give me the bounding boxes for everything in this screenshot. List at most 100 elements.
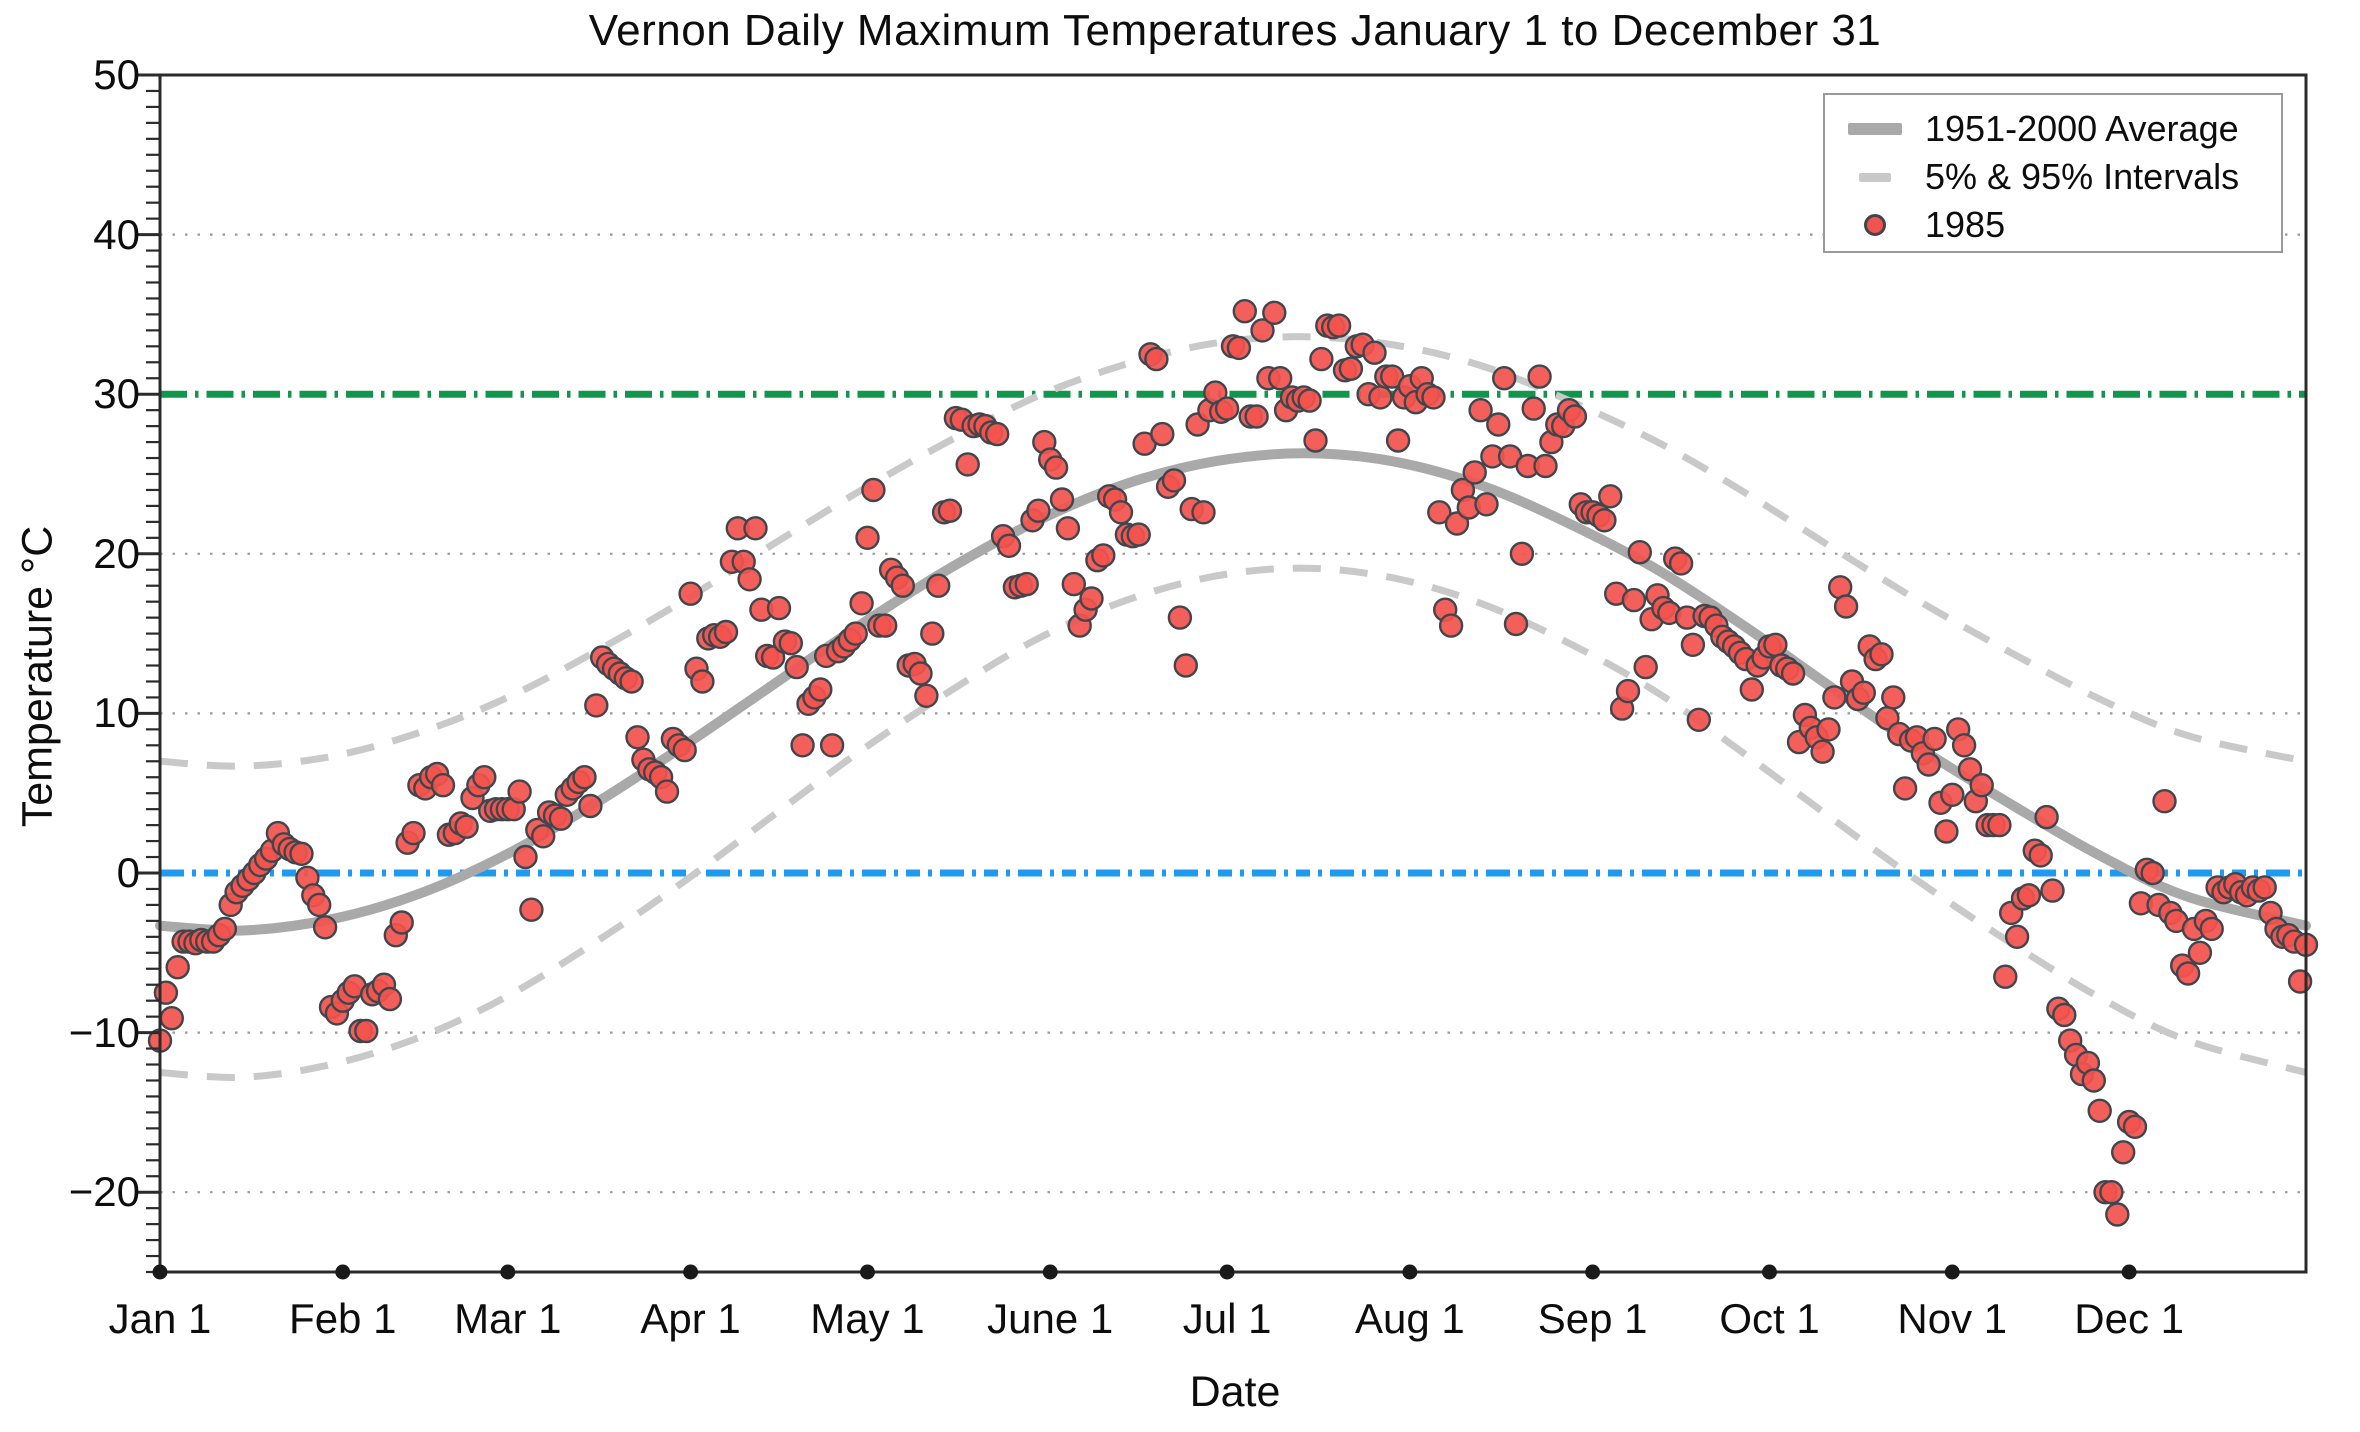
data-point-1985 xyxy=(289,841,314,866)
data-point-1985 xyxy=(2199,916,2224,942)
x-tick-label-Sep-1: Sep 1 xyxy=(1537,1295,1648,1342)
y-tick-label-30: 30 xyxy=(93,370,140,418)
data-point-1985 xyxy=(1668,551,1694,576)
data-point-1985 xyxy=(1297,388,1322,413)
legend-label-1985: 1985 xyxy=(1925,204,2006,245)
data-point-1985 xyxy=(1993,964,2018,989)
legend-box: 1951-2000 Average 5% & 95% Intervals 198… xyxy=(1823,93,2283,253)
data-point-1985 xyxy=(1474,492,1499,517)
data-point-1985 xyxy=(1533,453,1558,479)
data-point-1985 xyxy=(212,916,238,942)
plot-frame xyxy=(158,73,2308,1274)
data-point-1985 xyxy=(790,733,815,758)
data-point-1985 xyxy=(1244,404,1269,429)
x-tick-label-Jan-1: Jan 1 xyxy=(108,1295,212,1342)
x-tick-label-June-1: June 1 xyxy=(987,1295,1114,1342)
data-point-1985 xyxy=(1592,508,1617,533)
chart-title: Vernon Daily Maximum Temperatures Januar… xyxy=(588,6,1882,55)
data-point-1985 xyxy=(1686,707,1712,732)
data-point-1985 xyxy=(1126,522,1151,547)
data-point-1985 xyxy=(1969,773,1994,798)
average-curve xyxy=(155,448,2311,936)
month-dot-Feb-1 xyxy=(335,1264,351,1280)
legend-item-intervals: 5% & 95% Intervals xyxy=(1825,152,2281,202)
data-point-1985 xyxy=(2175,961,2201,986)
data-point-1985 xyxy=(1486,412,1511,437)
data-point-1985 xyxy=(985,421,1010,447)
data-point-1985 xyxy=(2081,1068,2107,1093)
data-point-1985 xyxy=(2016,883,2042,908)
data-point-1985 xyxy=(1940,782,1965,807)
data-point-1985 xyxy=(1167,605,1193,630)
data-point-1985 xyxy=(2152,789,2177,814)
data-point-1985 xyxy=(1562,404,1588,429)
data-point-1985 xyxy=(159,1006,185,1031)
legend-label-average: 1951-2000 Average xyxy=(1925,108,2239,149)
data-point-1985 xyxy=(1916,752,1941,777)
data-point-1985 xyxy=(531,824,556,849)
data-point-1985 xyxy=(873,613,898,638)
data-point-1985 xyxy=(1810,739,1835,764)
data-point-1985 xyxy=(766,595,792,621)
x-tick-label-Dec-1: Dec 1 xyxy=(2074,1295,2184,1342)
data-point-1985 xyxy=(737,567,762,592)
data-point-1985 xyxy=(1521,396,1546,421)
data-point-1985 xyxy=(678,581,703,606)
legend-item-1985: 1985 xyxy=(1825,200,2281,250)
data-point-1985 xyxy=(1763,632,1788,657)
data-point-1985 xyxy=(2004,924,2030,949)
data-point-1985 xyxy=(1079,586,1104,611)
upper-interval-curve xyxy=(159,333,2307,770)
data-point-1985 xyxy=(1680,632,1706,657)
data-point-1985 xyxy=(1922,726,1947,752)
month-dot-Aug-1 xyxy=(1402,1264,1418,1280)
data-point-1985 xyxy=(1144,346,1169,372)
y-tick-label--20: −20 xyxy=(68,1168,140,1216)
data-point-1985 xyxy=(1368,385,1393,410)
data-point-1985 xyxy=(2087,1098,2112,1124)
data-point-1985 xyxy=(507,779,532,804)
data-point-1985 xyxy=(1267,366,1293,391)
data-point-1985 xyxy=(1869,642,1894,667)
data-point-1985 xyxy=(1491,366,1517,391)
y-tick-label-0: 0 xyxy=(116,849,140,896)
data-point-1985 xyxy=(920,621,945,646)
x-axis-title: Date xyxy=(1189,1368,1281,1416)
data-point-1985 xyxy=(2140,860,2165,886)
data-point-1985 xyxy=(1338,356,1364,381)
data-point-1985 xyxy=(401,820,426,846)
y-tick-label-20: 20 xyxy=(93,529,140,577)
data-point-1985 xyxy=(2099,1179,2124,1205)
data-point-1985 xyxy=(1026,498,1051,523)
data-point-1985 xyxy=(926,573,951,598)
y-tick-label-10: 10 xyxy=(93,689,140,737)
data-point-1985 xyxy=(1621,587,1647,613)
data-point-1985 xyxy=(513,844,538,870)
data-point-1985 xyxy=(1934,819,1959,844)
data-point-1985 xyxy=(2287,969,2313,994)
data-point-1985 xyxy=(713,619,739,645)
data-point-1985 xyxy=(1633,654,1658,680)
legend-label-intervals: 5% & 95% Intervals xyxy=(1925,156,2240,197)
month-dot-Jul-1 xyxy=(1219,1264,1235,1280)
data-point-1985 xyxy=(1250,318,1275,343)
data-point-1985 xyxy=(778,631,803,656)
x-tick-label-Nov-1: Nov 1 xyxy=(1897,1295,2008,1342)
data-point-1985 xyxy=(1014,571,1039,597)
x-tick-label-Jul-1: Jul 1 xyxy=(1182,1295,1272,1342)
data-point-1985 xyxy=(1303,428,1328,453)
data-point-1985 xyxy=(1362,340,1387,365)
data-point-1985 xyxy=(1049,487,1075,512)
data-point-1985 xyxy=(819,733,845,758)
data-point-1985 xyxy=(2052,1002,2077,1028)
data-point-1985 xyxy=(1598,484,1623,509)
interval-dash-swatch xyxy=(1825,172,1925,182)
data-point-1985 xyxy=(1226,335,1252,361)
month-dot-Jan-1 xyxy=(152,1264,168,1280)
data-point-1985 xyxy=(743,516,768,541)
data-point-1985 xyxy=(1444,511,1470,536)
y-tick-label-50: 50 xyxy=(93,51,140,98)
legend-item-average: 1951-2000 Average xyxy=(1825,104,2281,154)
data-point-1985 xyxy=(2110,1140,2136,1165)
